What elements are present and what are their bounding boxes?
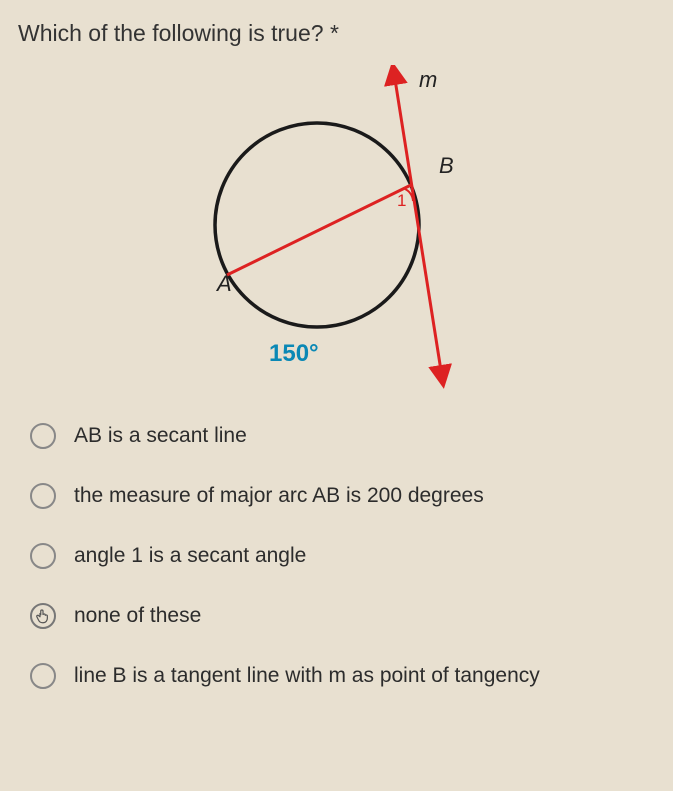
- radio-icon[interactable]: [30, 663, 56, 689]
- radio-icon[interactable]: [30, 423, 56, 449]
- diagram-container: m B A 1 150°: [18, 65, 655, 395]
- label-a: A: [215, 271, 232, 296]
- label-angle-1: 1: [397, 191, 406, 210]
- radio-icon[interactable]: [30, 543, 56, 569]
- options-group: AB is a secant line the measure of major…: [18, 423, 655, 689]
- option-label: none of these: [74, 604, 201, 628]
- tangent-line-m: [394, 73, 442, 377]
- radio-icon[interactable]: [30, 483, 56, 509]
- question-text: Which of the following is true? *: [18, 20, 655, 47]
- label-m: m: [419, 67, 437, 92]
- option-1[interactable]: AB is a secant line: [30, 423, 655, 449]
- chord-ab: [227, 185, 411, 275]
- question-text-content: Which of the following is true?: [18, 20, 324, 46]
- geometry-diagram: m B A 1 150°: [157, 65, 517, 395]
- option-label: line B is a tangent line with m as point…: [74, 664, 540, 688]
- hand-cursor-icon: [34, 607, 52, 625]
- option-4[interactable]: none of these: [30, 603, 655, 629]
- option-5[interactable]: line B is a tangent line with m as point…: [30, 663, 655, 689]
- option-label: angle 1 is a secant angle: [74, 544, 306, 568]
- label-arc-150: 150°: [269, 340, 319, 367]
- required-asterisk: *: [330, 20, 339, 46]
- label-b: B: [439, 153, 454, 178]
- option-2[interactable]: the measure of major arc AB is 200 degre…: [30, 483, 655, 509]
- radio-icon[interactable]: [30, 603, 56, 629]
- option-label: the measure of major arc AB is 200 degre…: [74, 484, 484, 508]
- option-label: AB is a secant line: [74, 424, 247, 448]
- diagram-circle: [215, 123, 419, 327]
- option-3[interactable]: angle 1 is a secant angle: [30, 543, 655, 569]
